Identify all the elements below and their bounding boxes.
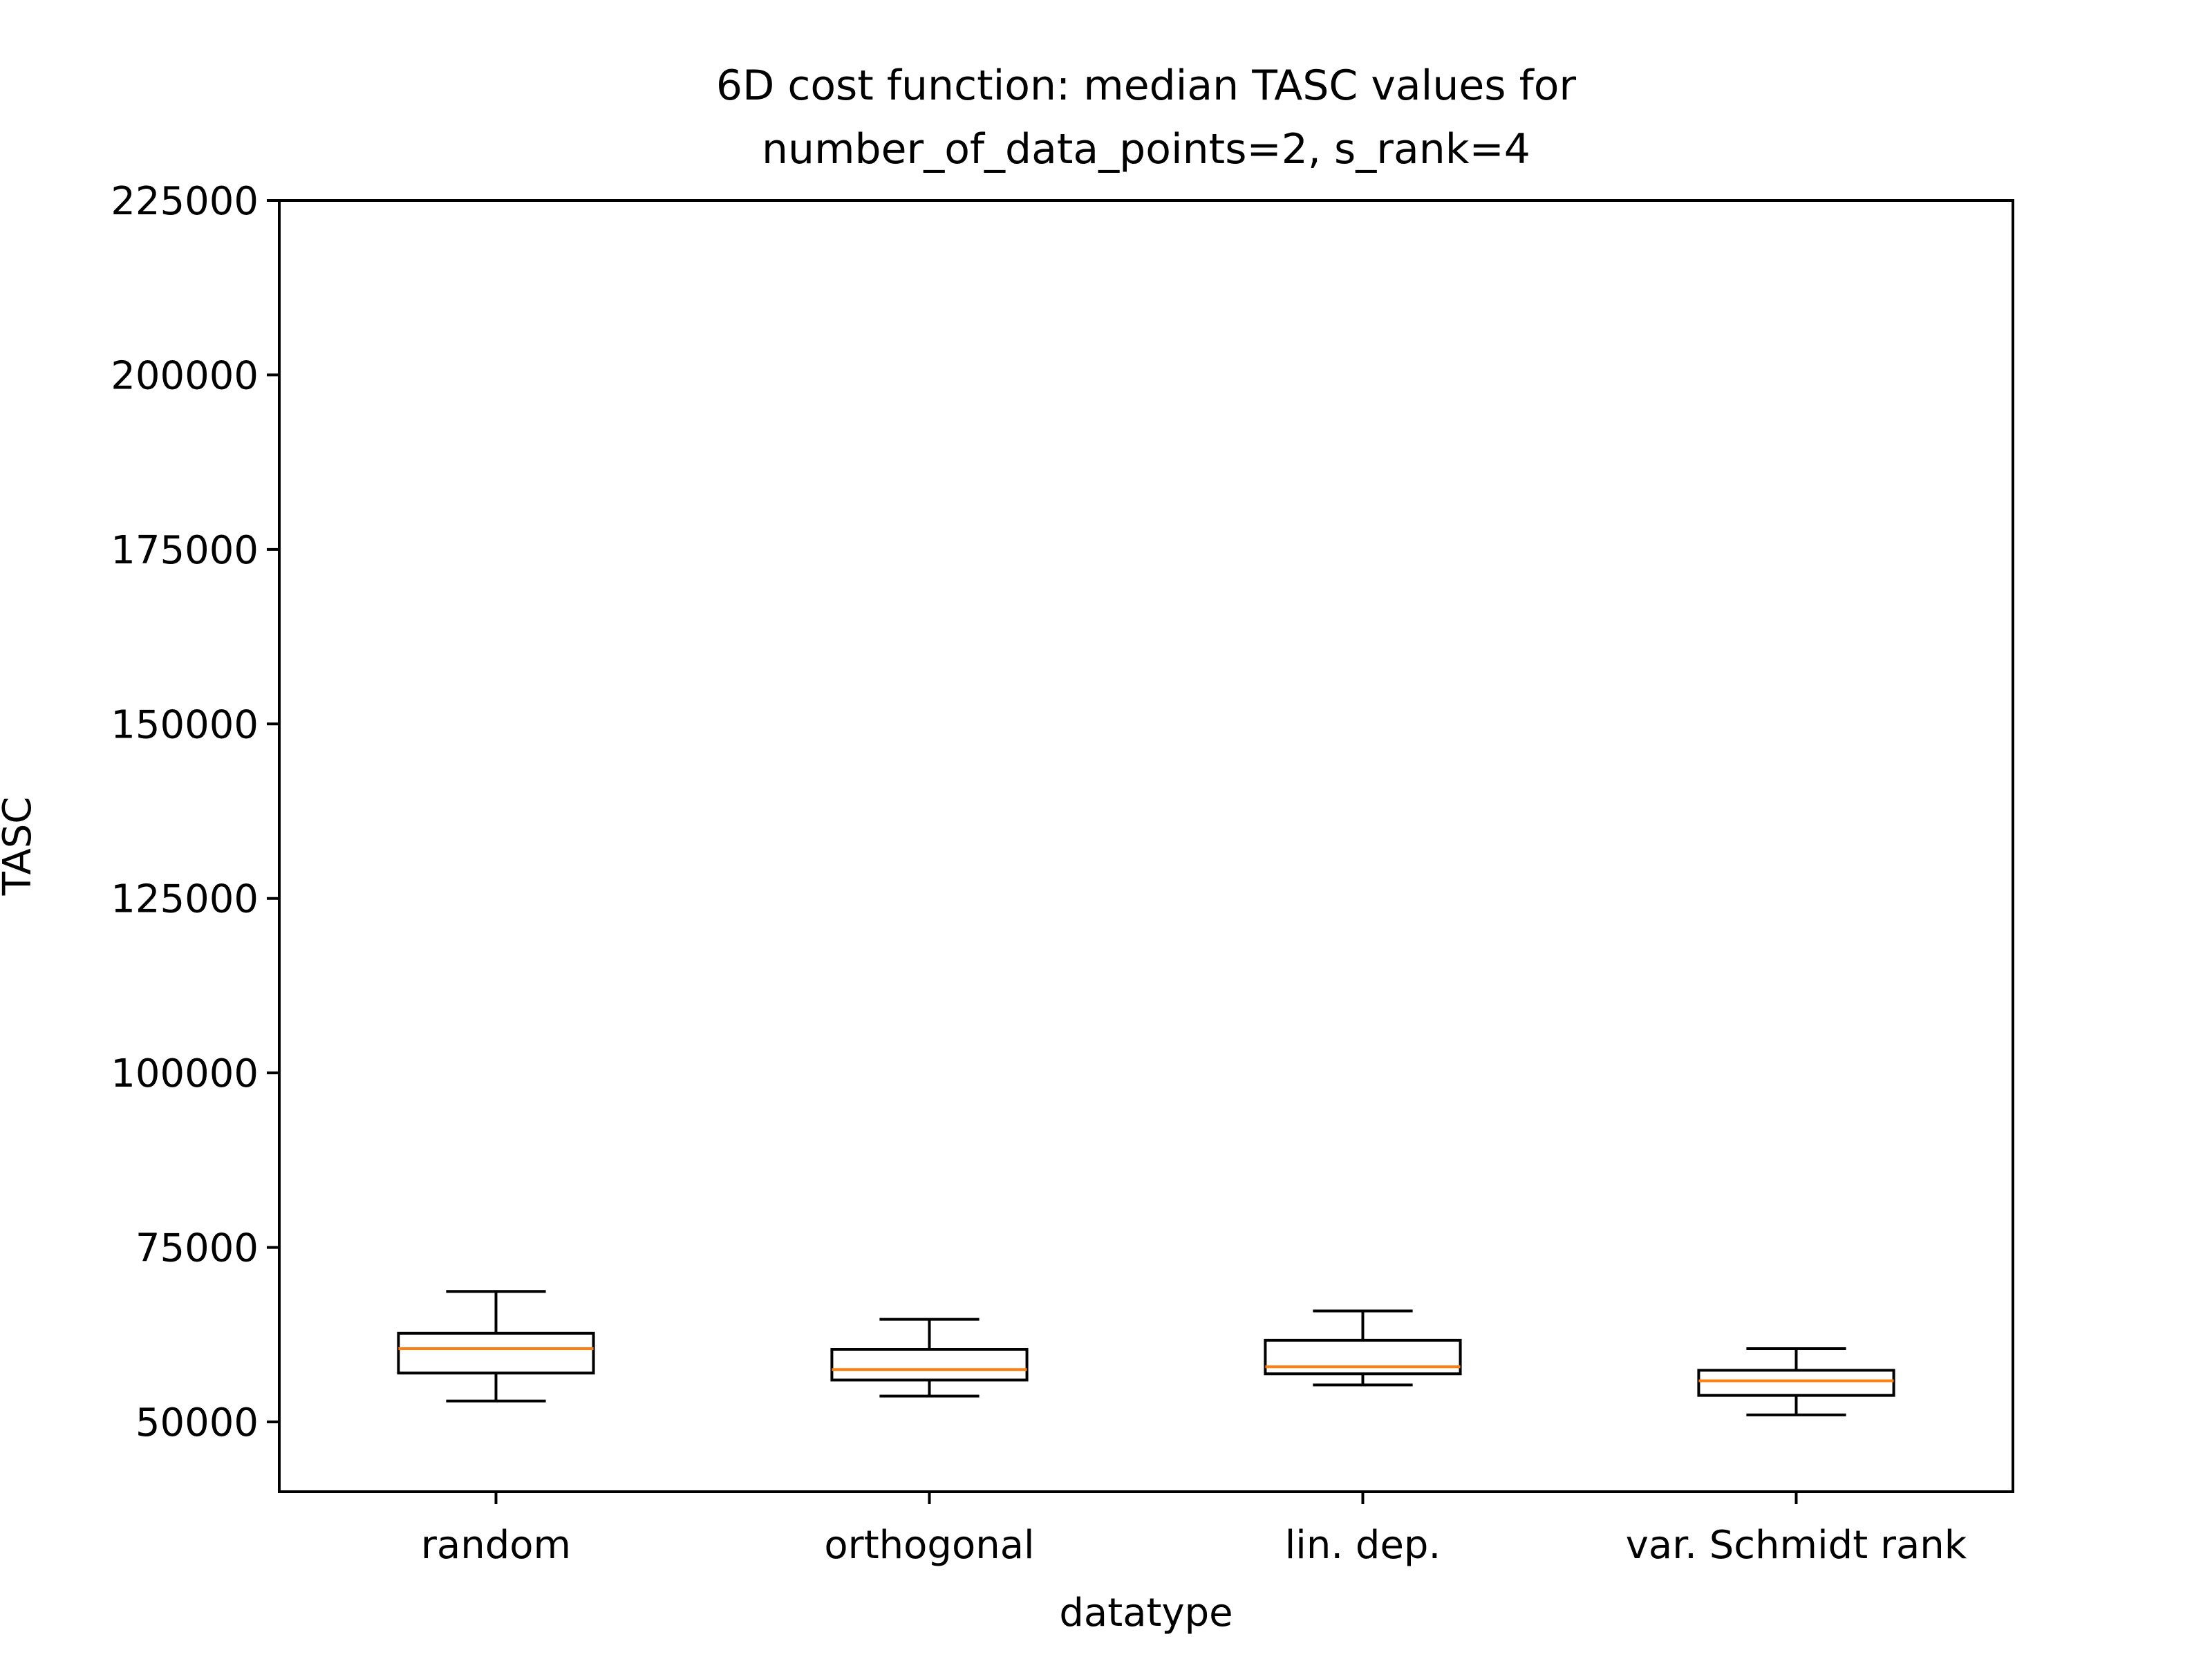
- y-tick-label: 125000: [111, 877, 259, 922]
- y-tick-label: 75000: [135, 1226, 259, 1271]
- box-orthogonal: [830, 1318, 1029, 1398]
- y-tick-label: 100000: [111, 1051, 259, 1096]
- box-series: [397, 1290, 1895, 1416]
- iqr-box: [1264, 1338, 1462, 1376]
- box-random: [397, 1290, 595, 1403]
- y-axis-label: TASC: [0, 797, 40, 897]
- iqr-box: [397, 1331, 595, 1375]
- x-tick-label: var. Schmidt rank: [1626, 1523, 1967, 1568]
- y-tick-label: 150000: [111, 702, 259, 747]
- y-tick-label: 175000: [111, 528, 259, 573]
- chart-title-line-1: 6D cost function: median TASC values for: [716, 62, 1577, 110]
- box-var-schmidt-rank: [1697, 1347, 1895, 1416]
- chart-title-line-2: number_of_data_points=2, s_rank=4: [762, 125, 1530, 174]
- iqr-box: [830, 1348, 1029, 1382]
- y-tick-label: 200000: [111, 353, 259, 398]
- y-tick-label: 225000: [111, 179, 259, 224]
- x-axis-label: datatype: [1059, 1591, 1232, 1635]
- x-axis: random orthogonal lin. dep. var. Schmidt ra…: [421, 1492, 1967, 1568]
- y-axis: 50000 75000 100000 125000 150000 175000 200000…: [111, 179, 279, 1445]
- plot-area: [278, 199, 2014, 1493]
- y-tick-label: 50000: [135, 1400, 259, 1445]
- x-tick-label: orthogonal: [824, 1523, 1034, 1568]
- x-tick-label: lin. dep.: [1285, 1523, 1441, 1568]
- iqr-box: [1697, 1369, 1895, 1397]
- box-lin-dep: [1264, 1309, 1462, 1387]
- x-tick-label: random: [421, 1523, 571, 1568]
